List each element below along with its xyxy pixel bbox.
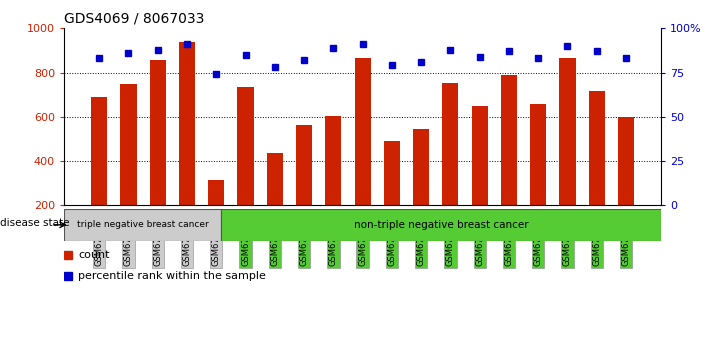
Bar [471,106,488,250]
Bar [560,58,575,250]
Bar [530,104,546,250]
Bar [326,116,341,250]
Bar [221,209,661,241]
Bar [355,58,370,250]
Bar [91,97,107,250]
Text: non-triple negative breast cancer: non-triple negative breast cancer [354,220,528,230]
Bar [442,82,459,250]
Text: triple negative breast cancer: triple negative breast cancer [77,220,208,229]
Bar [413,129,429,250]
Bar [179,42,195,250]
Bar [296,125,312,250]
Bar [384,141,400,250]
Bar [501,75,517,250]
Bar [589,91,605,250]
Bar [237,87,254,250]
Bar [120,84,137,250]
Bar [64,209,221,241]
Text: disease state: disease state [0,218,70,228]
Bar [267,153,283,250]
Bar [150,61,166,250]
Bar [618,117,634,250]
Text: count: count [78,250,109,260]
Text: percentile rank within the sample: percentile rank within the sample [78,271,266,281]
Text: GDS4069 / 8067033: GDS4069 / 8067033 [64,12,204,26]
Bar [208,180,224,250]
